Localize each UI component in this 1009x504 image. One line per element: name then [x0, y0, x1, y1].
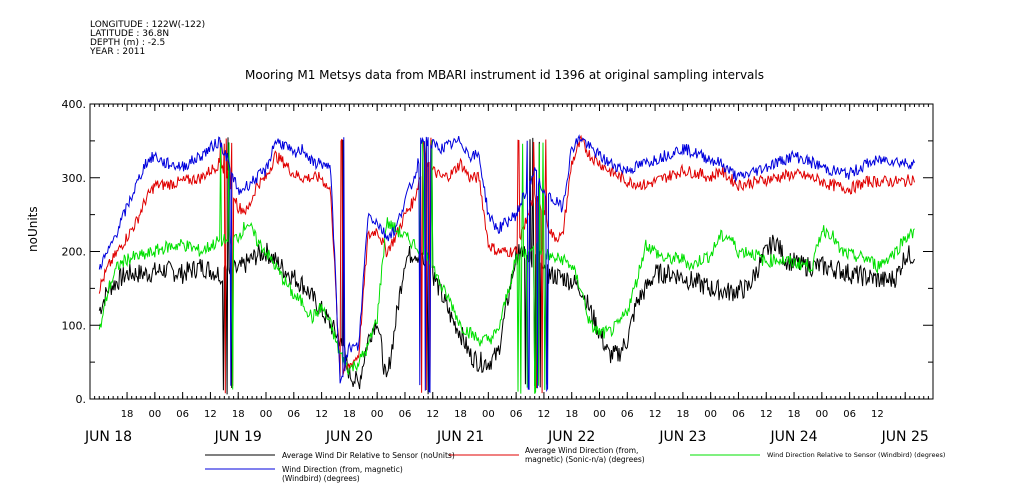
- x-hour-label: 06: [621, 409, 634, 420]
- x-hour-label: 18: [121, 409, 134, 420]
- x-hour-label: 06: [732, 409, 745, 420]
- year-label: YEAR : 2011: [90, 47, 146, 57]
- x-date-label: JUN 21: [436, 429, 484, 445]
- y-tick-label: 100.: [62, 319, 87, 332]
- x-hour-label: 06: [510, 409, 523, 420]
- y-tick-label: 0.: [76, 393, 87, 406]
- y-tick-label: 300.: [62, 172, 87, 185]
- x-hour-label: 18: [343, 409, 356, 420]
- y-tick-label: 400.: [62, 98, 87, 111]
- x-hour-label: 00: [704, 409, 717, 420]
- series-line-4: [98, 134, 915, 393]
- x-hour-label: 00: [815, 409, 828, 420]
- x-date-label: JUN 24: [769, 429, 817, 445]
- x-hour-label: 00: [371, 409, 384, 420]
- x-hour-label: 12: [315, 409, 328, 420]
- plot-frame: [89, 103, 934, 400]
- x-hour-label: 18: [232, 409, 245, 420]
- x-date-label: JUN 25: [881, 429, 929, 445]
- x-hour-label: 12: [538, 409, 551, 420]
- longitude-label: LONGITUDE : 122W(-122): [90, 20, 206, 30]
- x-hour-label: 00: [260, 409, 273, 420]
- x-date-label: JUN 18: [84, 429, 132, 445]
- x-hour-label: 12: [760, 409, 773, 420]
- x-hour-label: 18: [677, 409, 690, 420]
- x-hour-label: 00: [593, 409, 606, 420]
- x-hour-label: 00: [148, 409, 161, 420]
- x-hour-label: 06: [399, 409, 412, 420]
- legend-label-series-4: Wind Direction (from, magnetic) (Windbir…: [282, 465, 403, 483]
- x-hour-label: 12: [204, 409, 217, 420]
- x-date-label: JUN 20: [325, 429, 373, 445]
- x-hour-label: 12: [649, 409, 662, 420]
- x-hour-label: 18: [565, 409, 578, 420]
- x-date-label: JUN 22: [547, 429, 595, 445]
- legend-label-series-1: Average Wind Dir Relative to Sensor (noU…: [282, 451, 455, 460]
- x-hour-label: 06: [287, 409, 300, 420]
- x-hour-label: 18: [454, 409, 467, 420]
- latitude-label: LATITUDE : 36.8N: [90, 29, 170, 39]
- x-hour-label: 12: [426, 409, 439, 420]
- x-hour-label: 06: [176, 409, 189, 420]
- x-hour-label: 18: [788, 409, 801, 420]
- y-tick-label: 200.: [62, 246, 87, 259]
- x-date-label: JUN 23: [658, 429, 706, 445]
- depth-label: DEPTH (m) : -2.5: [90, 38, 166, 48]
- series-line-2: [98, 134, 915, 394]
- x-hour-label: 00: [482, 409, 495, 420]
- x-date-label: JUN 19: [214, 429, 262, 445]
- chart-title: Mooring M1 Metsys data from MBARI instru…: [245, 68, 764, 82]
- legend-label-series-2: Average Wind Direction (from, magnetic) …: [525, 446, 645, 464]
- x-hour-label: 06: [843, 409, 856, 420]
- series-line-3: [98, 140, 915, 394]
- x-hour-label: 12: [871, 409, 884, 420]
- legend-label-series-3: Wind Direction Relative to Sensor (Windb…: [767, 451, 946, 459]
